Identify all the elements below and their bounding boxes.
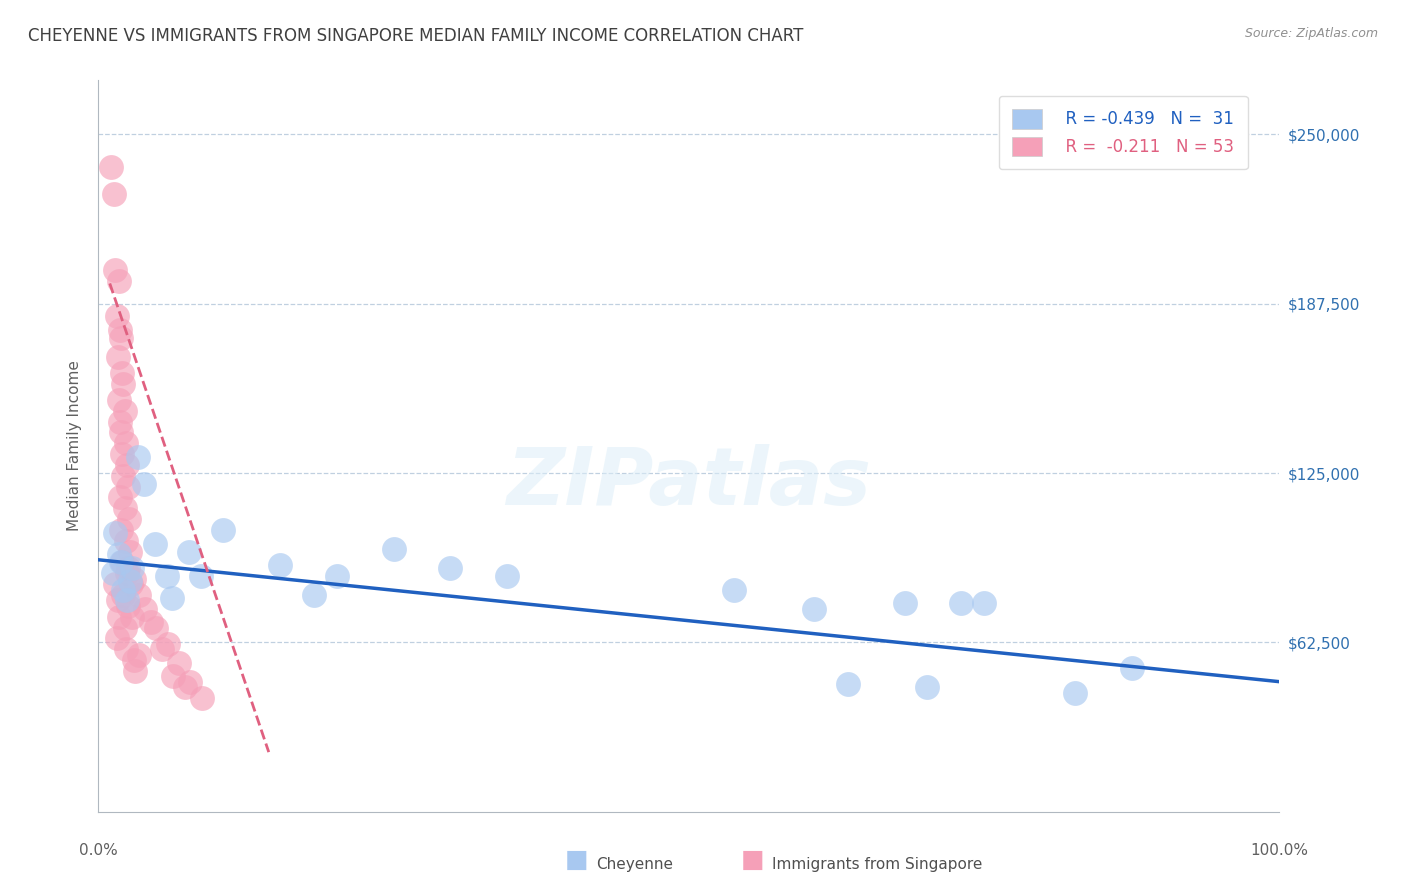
Text: Source: ZipAtlas.com: Source: ZipAtlas.com (1244, 27, 1378, 40)
Point (122, 653, 145, 667)
Point (496, 569, 519, 583)
Point (120, 544, 142, 558)
Point (382, 541, 405, 556)
Point (439, 561, 461, 575)
Legend:   R = -0.439   N =  31,   R =  -0.211   N = 53: R = -0.439 N = 31, R = -0.211 N = 53 (998, 96, 1247, 169)
Point (112, 588, 135, 602)
Point (973, 596, 995, 610)
Point (111, 366, 134, 380)
Text: CHEYENNE VS IMMIGRANTS FROM SINGAPORE MEDIAN FAMILY INCOME CORRELATION CHART: CHEYENNE VS IMMIGRANTS FROM SINGAPORE ME… (28, 27, 803, 45)
Point (117, 599, 139, 613)
Point (179, 674, 201, 689)
Point (111, 556, 134, 570)
Text: Immigrants from Singapore: Immigrants from Singapore (772, 857, 983, 872)
Point (110, 425, 132, 440)
Point (167, 656, 190, 670)
Point (107, 593, 129, 607)
Point (114, 620, 136, 634)
Point (143, 536, 166, 550)
Text: ■: ■ (565, 848, 588, 872)
Y-axis label: Median Family Income: Median Family Income (67, 360, 83, 532)
Point (108, 491, 131, 505)
Point (893, 596, 915, 610)
Point (114, 642, 136, 657)
Point (302, 588, 325, 602)
Point (104, 263, 127, 277)
Point (124, 664, 146, 678)
Point (114, 436, 136, 450)
Point (108, 547, 131, 561)
Point (115, 566, 138, 581)
Point (162, 669, 184, 683)
Point (108, 392, 131, 407)
Point (100, 160, 122, 174)
Point (155, 569, 177, 583)
Point (110, 556, 132, 570)
Point (104, 525, 127, 540)
Point (114, 404, 136, 418)
Point (115, 458, 138, 472)
Point (121, 561, 143, 575)
Point (108, 322, 131, 336)
Point (162, 591, 183, 605)
Point (145, 620, 167, 634)
Point (326, 569, 349, 583)
Point (108, 609, 131, 624)
Point (723, 582, 745, 597)
Point (120, 574, 142, 589)
Point (212, 523, 235, 537)
Text: 0.0%: 0.0% (79, 843, 118, 858)
Point (118, 512, 141, 526)
Point (120, 577, 142, 591)
Point (121, 609, 143, 624)
Point (108, 274, 131, 288)
Point (117, 480, 139, 494)
Point (134, 601, 156, 615)
Point (950, 596, 973, 610)
Point (128, 648, 150, 662)
Point (117, 561, 139, 575)
Point (111, 447, 134, 461)
Point (104, 577, 127, 591)
Point (1064, 685, 1087, 699)
Point (191, 690, 214, 705)
Point (114, 533, 136, 548)
Point (115, 593, 138, 607)
Point (190, 569, 212, 583)
Point (150, 642, 173, 657)
Point (917, 680, 939, 694)
Point (103, 566, 125, 581)
Point (110, 523, 132, 537)
Point (107, 350, 129, 364)
Point (156, 637, 179, 651)
Point (803, 601, 825, 615)
Point (269, 558, 291, 573)
Point (127, 450, 149, 464)
Point (112, 376, 135, 391)
Point (122, 572, 145, 586)
Text: ZIPatlas: ZIPatlas (506, 443, 872, 522)
Text: ■: ■ (741, 848, 763, 872)
Point (173, 680, 195, 694)
Point (1121, 661, 1143, 675)
Point (112, 468, 135, 483)
Point (128, 588, 150, 602)
Point (179, 544, 201, 558)
Text: 100.0%: 100.0% (1250, 843, 1309, 858)
Point (132, 477, 155, 491)
Point (110, 331, 132, 345)
Text: Cheyenne: Cheyenne (596, 857, 673, 872)
Point (105, 632, 128, 646)
Point (108, 415, 131, 429)
Point (139, 615, 162, 629)
Point (837, 677, 859, 691)
Point (105, 309, 128, 323)
Point (112, 582, 135, 597)
Point (114, 501, 136, 516)
Point (103, 187, 125, 202)
